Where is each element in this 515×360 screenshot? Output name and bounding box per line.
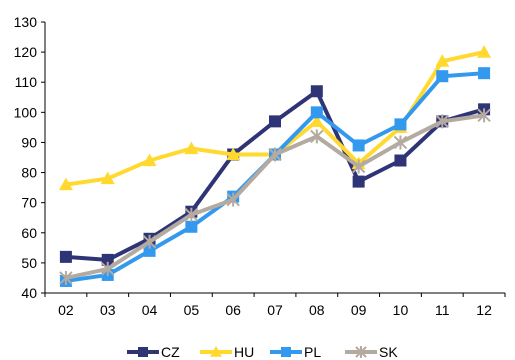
x-tick-label: 08 bbox=[309, 302, 325, 318]
data-point-cz bbox=[310, 85, 323, 98]
x-tick-label: 06 bbox=[225, 302, 241, 318]
series-pl bbox=[59, 67, 491, 287]
data-point-sk bbox=[435, 114, 449, 129]
data-point-hu bbox=[435, 54, 450, 67]
legend-item-pl: PL bbox=[270, 344, 321, 360]
legend-item-cz: CZ bbox=[127, 344, 180, 360]
x-tick-label: 12 bbox=[476, 302, 492, 318]
data-point-sk bbox=[142, 234, 157, 249]
data-point-hu bbox=[477, 45, 492, 58]
x-tick-label: 10 bbox=[393, 302, 409, 318]
data-point-hu bbox=[58, 177, 73, 191]
legend-label: PL bbox=[304, 344, 321, 360]
data-point-pl bbox=[394, 118, 407, 131]
y-tick-label: 130 bbox=[14, 14, 38, 30]
x-tick-label: 09 bbox=[351, 302, 367, 318]
data-point-pl bbox=[352, 139, 365, 152]
chart-axes bbox=[44, 22, 505, 294]
data-point-sk bbox=[184, 207, 199, 222]
series-sk bbox=[59, 108, 491, 285]
legend-swatch-marker bbox=[355, 346, 367, 358]
legend-label: CZ bbox=[161, 344, 180, 360]
y-tick-label: 60 bbox=[21, 225, 37, 241]
data-point-hu bbox=[142, 153, 157, 167]
legend-swatch-marker bbox=[281, 347, 291, 357]
data-point-sk bbox=[226, 192, 240, 207]
legend-item-hu: HU bbox=[200, 344, 254, 360]
x-tick-label: 05 bbox=[184, 302, 200, 318]
data-point-cz bbox=[394, 154, 407, 167]
data-point-cz bbox=[269, 115, 281, 128]
data-point-hu bbox=[184, 141, 199, 155]
legend-label: SK bbox=[379, 344, 398, 360]
y-tick-label: 70 bbox=[21, 195, 37, 211]
y-tick-label: 120 bbox=[14, 44, 38, 60]
data-point-sk bbox=[101, 261, 115, 276]
data-point-sk bbox=[310, 129, 324, 144]
data-point-hu bbox=[100, 171, 115, 185]
y-tick-label: 110 bbox=[15, 74, 38, 90]
data-point-sk bbox=[393, 135, 408, 150]
data-point-cz bbox=[59, 250, 72, 263]
data-point-sk bbox=[59, 270, 73, 285]
legend-swatch-marker bbox=[210, 346, 222, 357]
legend-swatch-marker bbox=[138, 347, 148, 357]
x-tick-label: 03 bbox=[100, 302, 116, 318]
y-tick-label: 90 bbox=[21, 134, 37, 150]
x-tick-label: 07 bbox=[267, 302, 283, 318]
x-tick-label: 02 bbox=[58, 302, 74, 318]
data-point-pl bbox=[436, 70, 449, 83]
legend-label: HU bbox=[234, 344, 254, 360]
data-point-pl bbox=[478, 67, 491, 80]
data-point-cz bbox=[352, 175, 365, 188]
data-point-sk bbox=[351, 159, 366, 174]
legend: CZ HU PL SK bbox=[127, 344, 398, 360]
data-point-sk bbox=[477, 108, 491, 123]
data-point-pl bbox=[143, 244, 156, 257]
series-group bbox=[58, 45, 492, 287]
data-point-cz bbox=[101, 253, 114, 266]
data-point-hu bbox=[226, 147, 241, 161]
y-tick-label: 80 bbox=[21, 165, 37, 181]
data-point-hu bbox=[309, 114, 324, 127]
x-tick-label: 04 bbox=[142, 302, 158, 318]
x-tick-label: 11 bbox=[435, 302, 450, 318]
y-tick-label: 100 bbox=[14, 104, 38, 120]
y-tick-label: 50 bbox=[21, 255, 37, 271]
y-tick-label: 40 bbox=[21, 285, 37, 301]
data-point-pl bbox=[310, 106, 323, 119]
data-point-sk bbox=[268, 147, 282, 162]
x-axis-ticks: 02 03 04 05 06 07 08 09 10 11 12 bbox=[44, 293, 506, 318]
y-axis-ticks: 40 50 60 70 80 90 100 110 120 130 bbox=[14, 14, 45, 301]
series-cz bbox=[59, 85, 491, 266]
legend-item-sk: SK bbox=[345, 344, 398, 360]
data-point-pl bbox=[185, 220, 198, 233]
